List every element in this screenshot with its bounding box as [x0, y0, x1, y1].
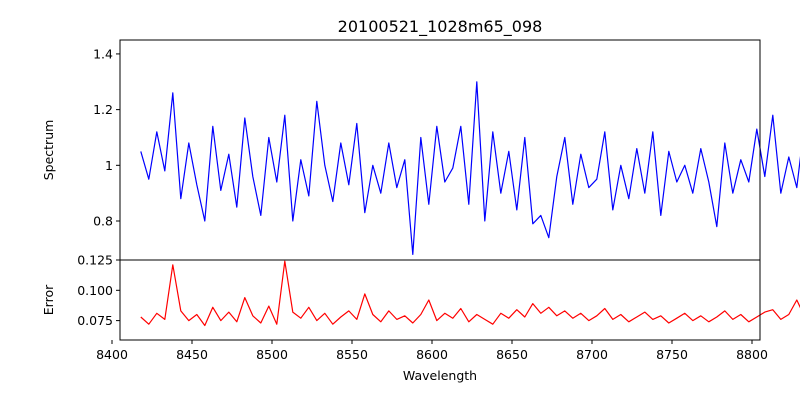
- x-tick-label: 8750: [656, 347, 688, 362]
- spectrum-y-tick-label: 1.4: [93, 46, 113, 61]
- error-y-label: Error: [41, 284, 56, 315]
- spectrum-y-tick-label: 1.2: [93, 102, 113, 117]
- error-y-tick-label: 0.125: [77, 253, 113, 268]
- spectrum-y-ticks: 0.8 1 1.2 1.4: [93, 46, 120, 229]
- error-plot-area: [120, 260, 760, 340]
- x-axis-label: Wavelength: [403, 368, 477, 383]
- error-panel: 0.075 0.100 0.125 Error: [41, 253, 800, 341]
- x-tick-label: 8400: [96, 347, 128, 362]
- x-tick-label: 8450: [176, 347, 208, 362]
- error-series-line: [140, 260, 800, 327]
- x-tick-label: 8600: [416, 347, 448, 362]
- spectrum-y-tick-label: 0.8: [93, 214, 113, 229]
- x-tick-label: 8650: [496, 347, 528, 362]
- error-y-ticks: 0.075 0.100 0.125: [77, 253, 120, 328]
- x-tick-label: 8550: [336, 347, 368, 362]
- x-ticks: 8400 8450 8500 8550 8600 8650 8700 8750 8800: [96, 340, 768, 362]
- error-y-tick-label: 0.075: [77, 313, 113, 328]
- x-tick-label: 8800: [736, 347, 768, 362]
- spectrum-series-line: [140, 81, 800, 255]
- error-frame: [119, 259, 761, 341]
- spectrum-y-tick-label: 1: [105, 158, 113, 173]
- error-y-tick-label: 0.100: [77, 283, 113, 298]
- x-tick-label: 8500: [256, 347, 288, 362]
- chart-title: 20100521_1028m65_098: [338, 17, 543, 37]
- spectrum-y-label: Spectrum: [41, 120, 56, 181]
- x-tick-label: 8700: [576, 347, 608, 362]
- spectrum-panel: 0.8 1 1.2 1.4 Spectrum: [41, 39, 800, 261]
